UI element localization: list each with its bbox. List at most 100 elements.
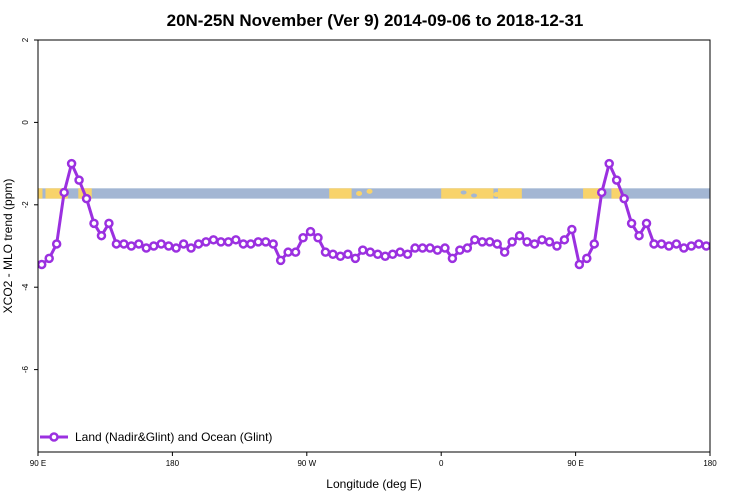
- data-point: [343, 249, 353, 259]
- data-point: [156, 239, 166, 249]
- data-point: [582, 253, 592, 264]
- data-point: [178, 239, 189, 249]
- data-point: [238, 239, 249, 249]
- x-tick-label: 90 E: [30, 459, 46, 468]
- legend: Land (Nadir&Glint) and Ocean (Glint): [40, 430, 272, 444]
- data-point: [163, 241, 174, 251]
- land-segment: [583, 188, 603, 199]
- data-point: [432, 245, 443, 255]
- y-tick-label: -4: [21, 283, 30, 291]
- data-point: [313, 233, 323, 243]
- data-point: [223, 237, 234, 247]
- data-point: [529, 239, 540, 249]
- ocean-speck: [460, 190, 467, 195]
- data-point: [171, 243, 181, 253]
- land-segment: [45, 188, 68, 199]
- data-point: [492, 239, 502, 249]
- data-point: [283, 247, 293, 257]
- data-point: [298, 233, 308, 243]
- land-segment: [441, 188, 494, 199]
- ocean-band: [38, 188, 710, 199]
- data-point: [372, 249, 383, 259]
- data-point: [462, 243, 473, 253]
- data-point: [656, 239, 667, 249]
- data-point: [186, 243, 196, 253]
- data-point: [619, 193, 629, 204]
- data-point: [44, 253, 54, 264]
- data-point: [216, 237, 226, 247]
- data-point: [499, 247, 510, 257]
- data-point: [626, 218, 637, 229]
- data-point: [544, 237, 555, 247]
- y-tick-label: 2: [21, 37, 30, 42]
- data-point: [507, 237, 517, 247]
- data-point: [275, 255, 286, 266]
- data-point: [81, 193, 92, 204]
- data-point: [111, 239, 122, 249]
- plot-frame: [37, 39, 711, 453]
- data-point: [74, 175, 84, 185]
- y-tick-label: 0: [21, 120, 30, 125]
- data-point: [641, 218, 652, 229]
- legend-label: Land (Nadir&Glint) and Ocean (Glint): [75, 430, 272, 444]
- data-point: [671, 239, 682, 249]
- data-point: [89, 218, 99, 229]
- y-axis-label: XCO2 - MLO trend (ppm): [1, 179, 15, 314]
- land-speck: [493, 192, 500, 197]
- x-axis-label: Longitude (deg E): [326, 477, 421, 491]
- data-point: [231, 235, 241, 245]
- data-point: [358, 245, 368, 255]
- data-point: [193, 239, 204, 249]
- x-tick-label: 90 W: [297, 459, 316, 468]
- data-point: [328, 249, 338, 259]
- land-segment: [497, 188, 522, 199]
- data-point: [455, 245, 465, 255]
- data-point: [141, 243, 152, 253]
- data-point: [148, 241, 159, 251]
- land-speck: [366, 188, 373, 194]
- data-point: [470, 235, 480, 245]
- data-point: [514, 230, 525, 241]
- data-point: [410, 243, 420, 253]
- data-point: [201, 237, 211, 247]
- data-point: [268, 239, 278, 249]
- legend-marker: [49, 432, 59, 442]
- data-point: [484, 237, 495, 247]
- data-point: [290, 247, 301, 257]
- land-speck: [356, 190, 363, 196]
- x-axis: 90 E 180 90 W 0 90 E 180: [30, 452, 717, 468]
- data-point: [701, 241, 710, 251]
- data-point: [447, 253, 458, 264]
- data-point: [679, 243, 689, 253]
- land-segment: [611, 188, 621, 199]
- data-point: [477, 237, 488, 247]
- series-layer: [38, 158, 710, 270]
- data-point: [119, 239, 129, 249]
- data-point: [246, 239, 256, 249]
- data-point: [365, 247, 376, 257]
- x-tick-label: 180: [703, 459, 717, 468]
- data-point: [694, 239, 704, 249]
- data-point: [395, 247, 405, 257]
- data-point: [552, 241, 562, 251]
- data-point: [559, 235, 570, 245]
- data-point: [335, 251, 346, 262]
- data-point: [596, 187, 607, 198]
- data-point: [440, 243, 450, 253]
- data-point: [402, 249, 413, 259]
- ocean-speck: [471, 193, 478, 198]
- data-point: [574, 259, 585, 270]
- data-point: [38, 259, 47, 270]
- data-point: [208, 235, 219, 245]
- data-point: [425, 243, 435, 253]
- data-point: [634, 230, 644, 241]
- y-axis: 2 0 -2 -4 -6: [21, 37, 38, 373]
- data-point: [380, 251, 390, 262]
- data-point: [66, 158, 77, 169]
- y-tick-label: -2: [21, 201, 30, 209]
- data-point: [104, 218, 114, 229]
- x-tick-label: 0: [439, 459, 444, 468]
- data-point: [320, 247, 331, 257]
- y-tick-label: -6: [21, 365, 30, 373]
